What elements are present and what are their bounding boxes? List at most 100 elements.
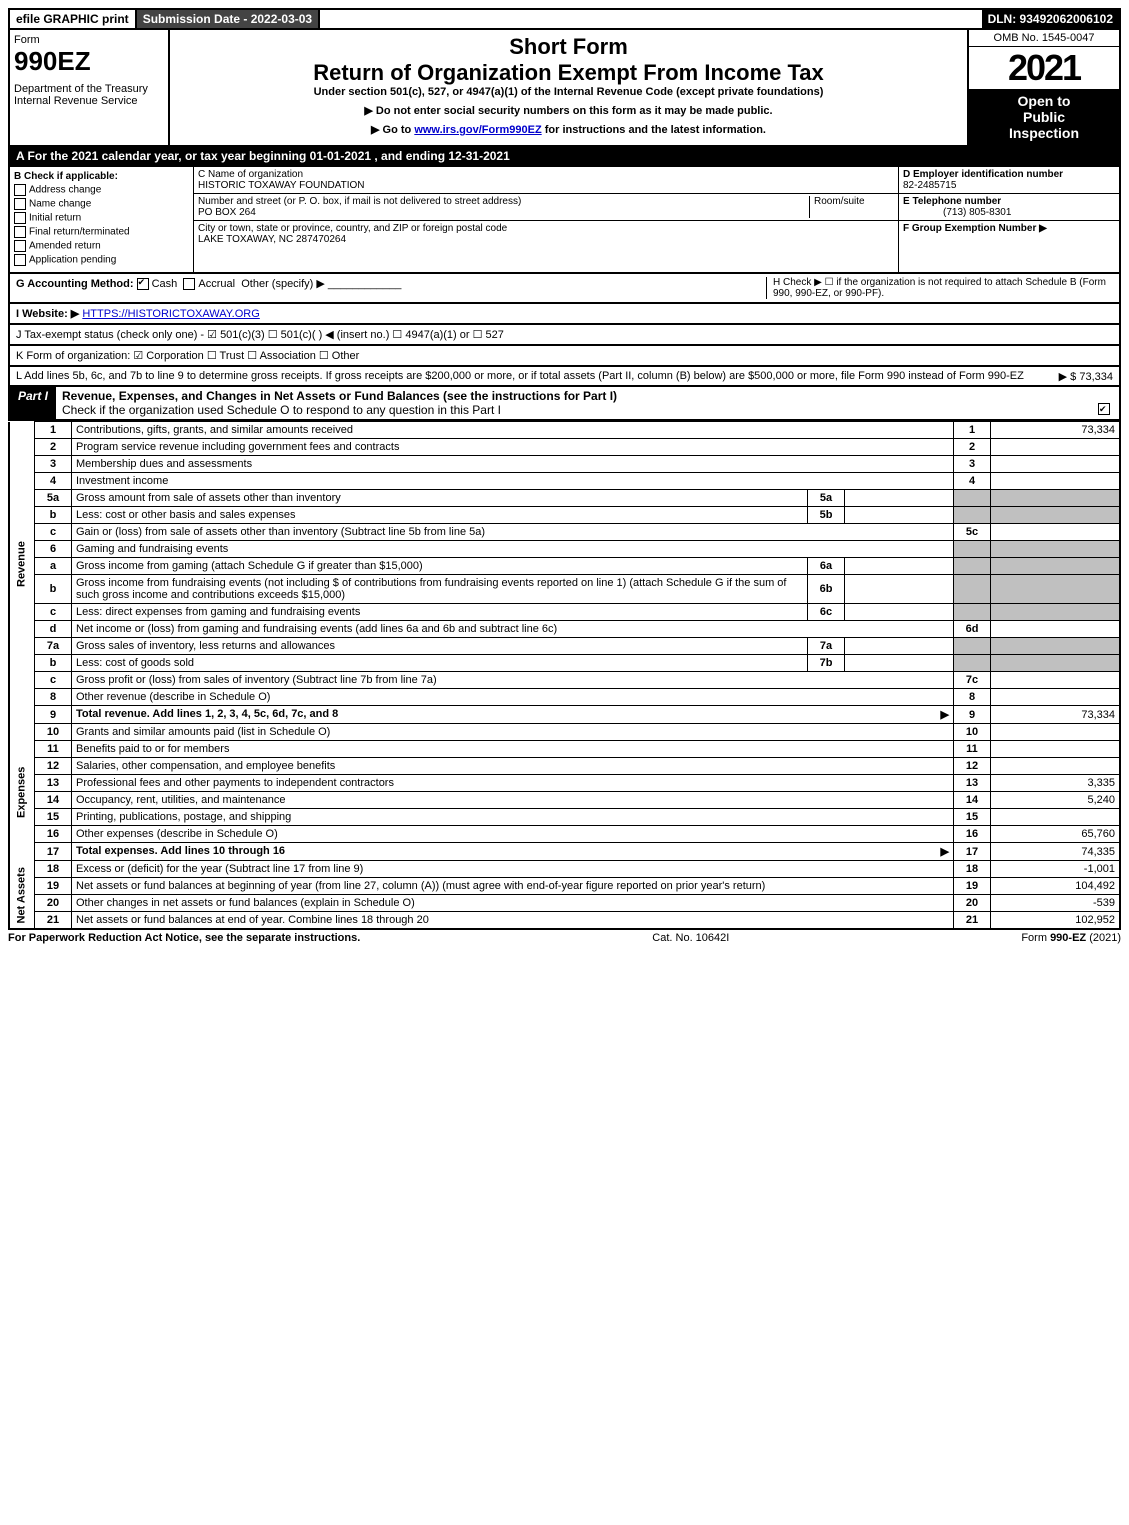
side-label-netassets: Net Assets — [9, 861, 35, 930]
instruction-2: ▶ Go to www.irs.gov/Form990EZ for instru… — [174, 123, 963, 136]
header-left: Form 990EZ Department of the Treasury In… — [10, 30, 170, 145]
line-20-amt: -539 — [991, 895, 1121, 912]
chk-final-return[interactable]: Final return/terminated — [14, 226, 189, 238]
row-a-tax-year: A For the 2021 calendar year, or tax yea… — [8, 147, 1121, 167]
l-amount: ▶ $ 73,334 — [1059, 370, 1113, 383]
row-i-website: I Website: ▶ HTTPS://HISTORICTOXAWAY.ORG — [8, 304, 1121, 325]
phone-value: (713) 805-8301 — [903, 207, 1011, 218]
line-13-desc: Professional fees and other payments to … — [72, 775, 954, 792]
line-17-amt: 74,335 — [991, 843, 1121, 861]
line-16-desc: Other expenses (describe in Schedule O) — [72, 826, 954, 843]
return-title: Return of Organization Exempt From Incom… — [174, 60, 963, 86]
row-gh: G Accounting Method: Cash Accrual Other … — [8, 274, 1121, 304]
omb-number: OMB No. 1545-0047 — [969, 30, 1119, 47]
org-name: HISTORIC TOXAWAY FOUNDATION — [198, 180, 365, 191]
subtitle: Under section 501(c), 527, or 4947(a)(1)… — [174, 86, 963, 98]
row-j-tax-exempt: J Tax-exempt status (check only one) - ☑… — [8, 325, 1121, 346]
line-18-amt: -1,001 — [991, 861, 1121, 878]
line-2-desc: Program service revenue including govern… — [72, 439, 954, 456]
dept-treasury: Department of the Treasury — [14, 83, 164, 95]
c-street-label: Number and street (or P. O. box, if mail… — [198, 196, 521, 207]
e-phone-label: E Telephone number — [903, 196, 1001, 207]
org-city: LAKE TOXAWAY, NC 287470264 — [198, 234, 346, 245]
col-b-checkboxes: B Check if applicable: Address change Na… — [10, 167, 194, 272]
line-12-desc: Salaries, other compensation, and employ… — [72, 758, 954, 775]
dln-label: DLN: 93492062006102 — [982, 10, 1119, 28]
header-center: Short Form Return of Organization Exempt… — [170, 30, 967, 145]
part-1-label: Part I — [10, 387, 56, 419]
chk-initial-return[interactable]: Initial return — [14, 212, 189, 224]
form-header: Form 990EZ Department of the Treasury In… — [8, 30, 1121, 147]
b-label: B Check if applicable: — [14, 171, 189, 182]
footer-form: Form 990-EZ (2021) — [1021, 932, 1121, 944]
row-l-gross-receipts: L Add lines 5b, 6c, and 7b to line 9 to … — [8, 367, 1121, 387]
line-5b-desc: Less: cost or other basis and sales expe… — [72, 507, 808, 524]
line-6d-desc: Net income or (loss) from gaming and fun… — [72, 621, 954, 638]
part-1-table: Revenue 1 Contributions, gifts, grants, … — [8, 421, 1121, 930]
chk-address-change[interactable]: Address change — [14, 184, 189, 196]
tax-year: 2021 — [969, 47, 1119, 89]
g-accounting: G Accounting Method: Cash Accrual Other … — [16, 277, 766, 299]
instruction-1: ▶ Do not enter social security numbers o… — [174, 104, 963, 117]
submission-date: Submission Date - 2022-03-03 — [137, 10, 320, 28]
line-11-desc: Benefits paid to or for members — [72, 741, 954, 758]
form-word: Form — [14, 34, 40, 46]
line-5a-desc: Gross amount from sale of assets other t… — [72, 490, 808, 507]
line-14-desc: Occupancy, rent, utilities, and maintena… — [72, 792, 954, 809]
top-bar: efile GRAPHIC print Submission Date - 20… — [8, 8, 1121, 30]
line-10-desc: Grants and similar amounts paid (list in… — [72, 724, 954, 741]
chk-accrual[interactable] — [183, 278, 195, 290]
line-1-amt: 73,334 — [991, 422, 1121, 439]
line-13-amt: 3,335 — [991, 775, 1121, 792]
form-number: 990EZ — [14, 46, 91, 76]
irs-link[interactable]: www.irs.gov/Form990EZ — [414, 124, 541, 136]
efile-label[interactable]: efile GRAPHIC print — [10, 10, 137, 28]
part-1-header: Part I Revenue, Expenses, and Changes in… — [8, 387, 1121, 421]
page-footer: For Paperwork Reduction Act Notice, see … — [8, 930, 1121, 944]
side-label-revenue: Revenue — [9, 422, 35, 706]
line-6b-desc: Gross income from fundraising events (no… — [72, 575, 808, 604]
c-city-label: City or town, state or province, country… — [198, 223, 507, 234]
room-suite-label: Room/suite — [814, 196, 865, 207]
line-7b-desc: Less: cost of goods sold — [72, 655, 808, 672]
chk-name-change[interactable]: Name change — [14, 198, 189, 210]
h-schedule-b: H Check ▶ ☐ if the organization is not r… — [766, 277, 1113, 299]
footer-catalog: Cat. No. 10642I — [652, 932, 729, 944]
line-1-desc: Contributions, gifts, grants, and simila… — [72, 422, 954, 439]
line-14-amt: 5,240 — [991, 792, 1121, 809]
line-3-desc: Membership dues and assessments — [72, 456, 954, 473]
footer-left: For Paperwork Reduction Act Notice, see … — [8, 932, 360, 944]
part-1-title: Revenue, Expenses, and Changes in Net As… — [56, 387, 1119, 419]
line-5c-desc: Gain or (loss) from sale of assets other… — [72, 524, 954, 541]
chk-cash[interactable] — [137, 278, 149, 290]
arrow-icon: ▶ — [941, 708, 949, 721]
line-16-amt: 65,760 — [991, 826, 1121, 843]
line-8-desc: Other revenue (describe in Schedule O) — [72, 689, 954, 706]
col-c-org: C Name of organization HISTORIC TOXAWAY … — [194, 167, 898, 272]
line-7c-desc: Gross profit or (loss) from sales of inv… — [72, 672, 954, 689]
side-label-expenses: Expenses — [9, 724, 35, 861]
line-19-desc: Net assets or fund balances at beginning… — [72, 878, 954, 895]
line-7a-desc: Gross sales of inventory, less returns a… — [72, 638, 808, 655]
f-group-label: F Group Exemption Number ▶ — [903, 223, 1047, 234]
col-def: D Employer identification number 82-2485… — [898, 167, 1119, 272]
c-name-label: C Name of organization — [198, 169, 303, 180]
chk-amended-return[interactable]: Amended return — [14, 240, 189, 252]
chk-schedule-o[interactable] — [1098, 403, 1110, 415]
block-bcdef: B Check if applicable: Address change Na… — [8, 167, 1121, 274]
org-street: PO BOX 264 — [198, 207, 256, 218]
chk-application-pending[interactable]: Application pending — [14, 254, 189, 266]
line-6-desc: Gaming and fundraising events — [72, 541, 954, 558]
line-21-amt: 102,952 — [991, 912, 1121, 930]
line-9-desc: Total revenue. Add lines 1, 2, 3, 4, 5c,… — [72, 706, 954, 724]
line-21-desc: Net assets or fund balances at end of ye… — [72, 912, 954, 930]
header-right: OMB No. 1545-0047 2021 Open to Public In… — [967, 30, 1119, 145]
ein-value: 82-2485715 — [903, 180, 956, 191]
short-form-title: Short Form — [174, 34, 963, 60]
line-6c-desc: Less: direct expenses from gaming and fu… — [72, 604, 808, 621]
website-link[interactable]: HTTPS://HISTORICTOXAWAY.ORG — [82, 308, 259, 320]
line-17-desc: Total expenses. Add lines 10 through 16 … — [72, 843, 954, 861]
line-20-desc: Other changes in net assets or fund bala… — [72, 895, 954, 912]
line-15-desc: Printing, publications, postage, and shi… — [72, 809, 954, 826]
open-to-public: Open to Public Inspection — [969, 89, 1119, 145]
